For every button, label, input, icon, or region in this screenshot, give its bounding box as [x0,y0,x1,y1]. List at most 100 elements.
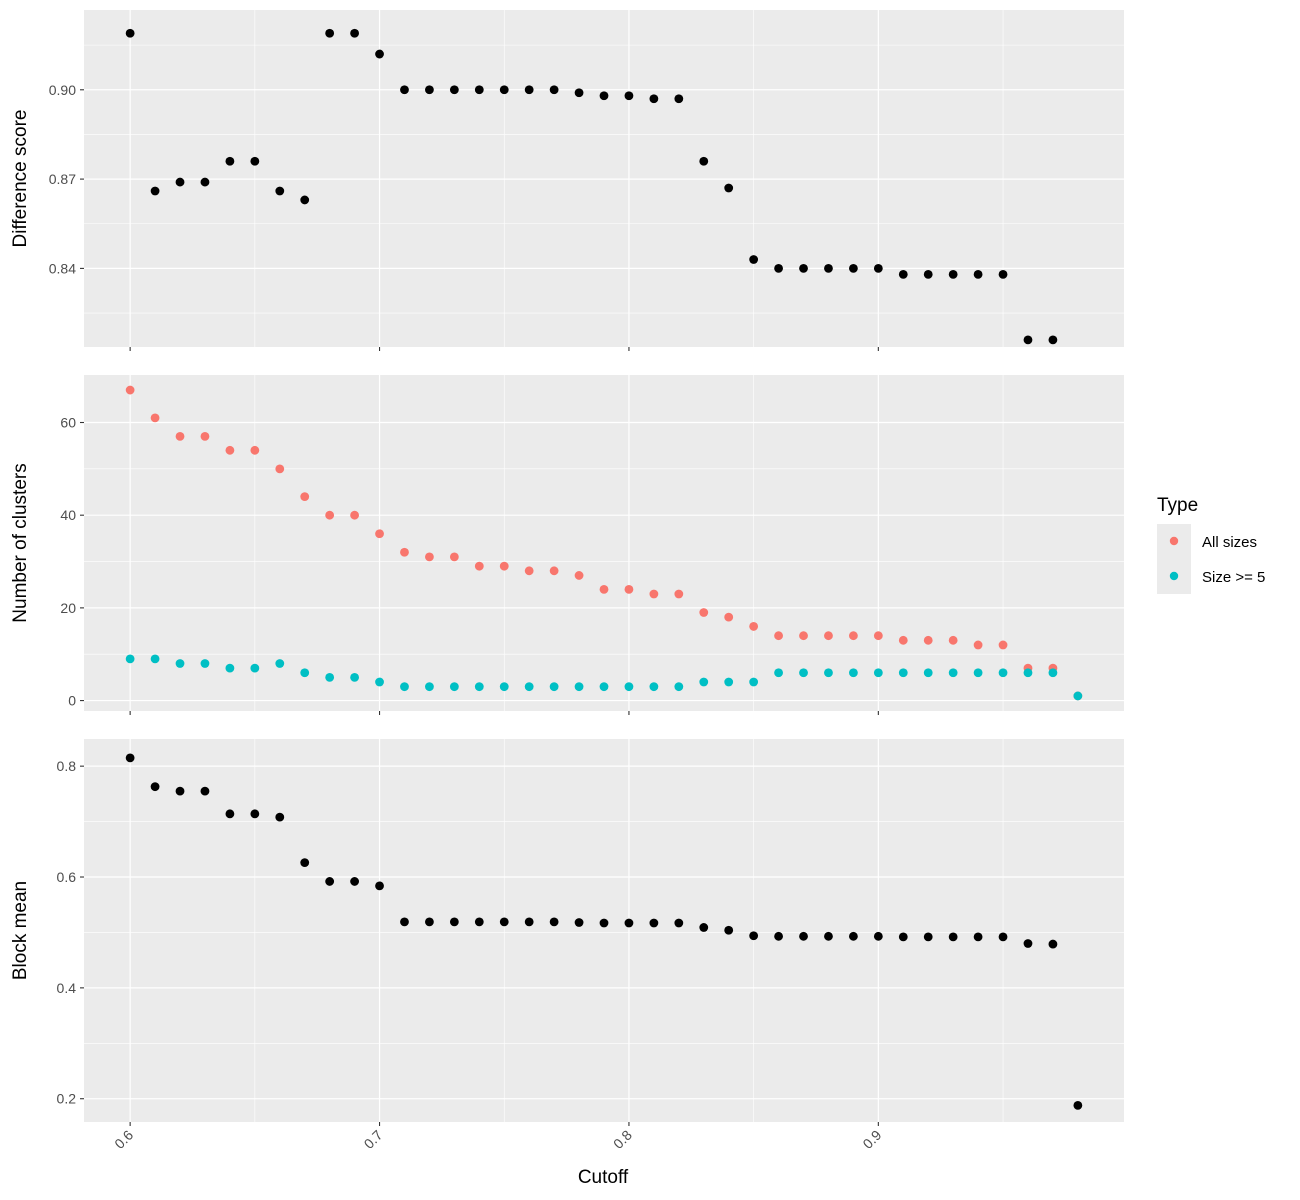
number-of-clusters-data-point [724,677,734,687]
block-mean-panel: 0.2 0.4 0.6 0.8 Block mean 0.6 0.7 0.8 0.9 [10,739,1124,1152]
number-of-clusters-data-point [300,668,310,678]
number-of-clusters-data-point [350,673,359,682]
block-mean-data-point [524,917,534,927]
block-mean-data-point [175,786,185,796]
block-mean-data-point [425,917,434,927]
block-mean-data-point [474,917,484,927]
number-of-clusters-data-point [125,385,135,395]
number-of-clusters-data-point [699,608,709,617]
difference-score-y-axis-title: Difference score [10,110,31,248]
difference-score-data-point [873,264,883,273]
block-mean-data-point [375,881,384,891]
number-of-clusters-data-point [774,631,783,641]
number-of-clusters-data-point [325,510,335,520]
number-of-clusters-data-point [175,659,185,668]
difference-score-data-point [599,91,609,101]
number-of-clusters-data-point [425,552,434,562]
number-of-clusters-data-point [849,668,858,678]
block-mean-data-point [799,931,808,941]
difference-score-data-point [574,88,584,98]
block-mean-data-point [699,923,709,932]
number-of-clusters-data-point [200,432,210,441]
number-of-clusters-y-tick-label: 40 [60,507,76,523]
x-tick-label: 0.7 [361,1127,386,1152]
difference-score-data-point [375,49,384,59]
number-of-clusters-data-point [225,445,235,455]
block-mean-data-point [250,809,260,819]
block-mean-data-point [674,918,684,928]
number-of-clusters-data-point [400,547,409,557]
difference-score-y-tick-label: 0.84 [49,260,76,276]
number-of-clusters-data-point [175,432,185,441]
difference-score-data-point [923,269,933,279]
number-of-clusters-data-point [400,682,409,692]
number-of-clusters-y-axis-title: Number of clusters [10,463,31,622]
number-of-clusters-data-point [449,552,459,562]
number-of-clusters-data-point [724,612,734,622]
number-of-clusters-data-point [1073,691,1083,701]
number-of-clusters-data-point [499,682,509,692]
panels-layer: 0.84 0.87 0.90 Difference score 0 20 40 60 Numbe… [10,10,1124,1152]
block-mean-data-point [774,931,783,941]
difference-score-data-point [549,85,559,95]
number-of-clusters-data-point [1023,668,1033,678]
number-of-clusters-data-point [275,659,285,668]
difference-score-y-tick-label: 0.90 [49,82,76,98]
block-mean-data-point [824,931,833,941]
difference-score-data-point [200,177,210,187]
difference-score-y-tick-label: 0.87 [49,171,76,187]
number-of-clusters-data-point [948,635,958,645]
number-of-clusters-data-point [1048,668,1058,678]
number-of-clusters-data-point [549,566,559,576]
number-of-clusters-data-point [799,631,808,641]
difference-score-data-point [824,264,833,273]
number-of-clusters-data-point [699,677,709,687]
block-mean-y-tick-label: 0.4 [57,980,77,996]
number-of-clusters-data-point [649,682,659,692]
difference-score-data-point [275,186,285,196]
number-of-clusters-data-point [873,668,883,678]
difference-score-data-point [998,269,1008,279]
difference-score-data-point [948,269,958,279]
x-axis-title: Cutoff [578,1167,629,1188]
block-mean-data-point [350,877,359,886]
difference-score-data-point [724,183,734,193]
number-of-clusters-data-point [824,668,833,678]
block-mean-data-point [400,917,409,927]
block-mean-data-point [923,932,933,942]
difference-score-data-point [849,264,858,273]
number-of-clusters-data-point [973,668,983,678]
block-mean-data-point [549,917,559,927]
block-mean-data-point [449,917,459,927]
number-of-clusters-data-point [200,659,210,668]
difference-score-data-point [474,85,484,95]
legend-label-size-5: Size >= 5 [1202,569,1265,586]
number-of-clusters-data-point [474,682,484,692]
block-mean-y-tick-label: 0.2 [57,1091,77,1107]
difference-score-data-point [699,156,709,166]
block-mean-data-point [225,809,235,819]
number-of-clusters-data-point [624,682,634,692]
difference-score-data-point [524,85,534,95]
block-mean-data-point [599,918,609,928]
number-of-clusters-data-point [474,561,484,571]
number-of-clusters-data-point [300,492,310,502]
legend-key-all-sizes [1169,536,1179,546]
difference-score-data-point [400,85,409,95]
difference-score-data-point [325,28,335,38]
difference-score-data-point [624,91,634,101]
number-of-clusters-data-point [524,682,534,692]
block-mean-data-point [125,753,135,763]
difference-score-data-point [125,28,135,38]
legend: Type All sizes Size >= 5 [1157,495,1265,594]
number-of-clusters-data-point [824,631,833,641]
number-of-clusters-data-point [898,635,908,645]
block-mean-data-point [749,931,759,941]
block-mean-data-point [898,932,908,942]
number-of-clusters-data-point [849,631,858,641]
number-of-clusters-data-point [674,682,684,692]
number-of-clusters-data-point [873,631,883,641]
number-of-clusters-data-point [749,622,759,631]
block-mean-data-point [499,917,509,927]
difference-score-data-point [898,269,908,279]
